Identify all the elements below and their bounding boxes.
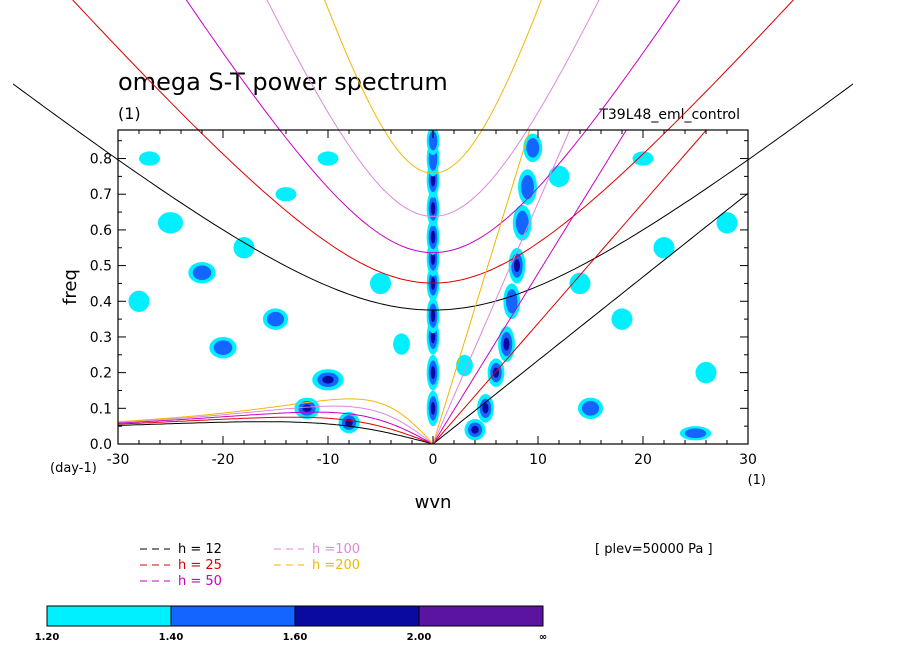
rossby-curve xyxy=(118,398,434,444)
kelvin-curve xyxy=(432,130,627,444)
y-tick-label: 0.5 xyxy=(90,259,112,275)
subtitle-right: T39L48_eml_control xyxy=(598,107,740,123)
chart-title: omega S-T power spectrum xyxy=(118,68,448,96)
kelvin-curve xyxy=(432,130,708,444)
colorbar-segment xyxy=(46,605,172,627)
ig-curve xyxy=(266,0,600,217)
contour-fill-layer xyxy=(128,130,738,441)
colorbar-label: 1.40 xyxy=(159,632,184,643)
subtitle-left: (1) xyxy=(118,104,141,123)
contour-patch xyxy=(569,272,591,295)
contour-patch xyxy=(317,151,339,166)
x-axis-unit: (1) xyxy=(748,473,766,488)
colorbar-segment xyxy=(418,605,544,627)
contour-patch xyxy=(503,337,510,351)
kelvin-curve xyxy=(432,130,571,444)
x-axis-label: wvn xyxy=(415,492,452,513)
contour-patch xyxy=(684,428,707,439)
kelvin-curve xyxy=(432,192,748,444)
x-tick-label: -10 xyxy=(317,452,340,468)
x-tick-label: -30 xyxy=(107,452,130,468)
y-tick-label: 0.1 xyxy=(90,401,112,417)
contour-patch xyxy=(430,202,436,215)
rossby-curve xyxy=(118,416,434,444)
contour-patch xyxy=(430,252,436,265)
colorbar-label: 1.20 xyxy=(35,632,60,643)
legend-label: h =100 xyxy=(312,542,360,557)
rossby-curve xyxy=(118,411,434,444)
colorbar-segment xyxy=(294,605,420,627)
y-axis-ticks: 0.0 0.1 0.2 0.3 0.4 0.5 0.6 0.7 0.8 xyxy=(90,140,748,453)
contour-patch xyxy=(482,403,489,414)
contour-patch xyxy=(695,361,717,384)
contour-patch xyxy=(370,272,391,295)
contour-colorbar: 1.20 1.40 1.60 2.00 ∞ xyxy=(35,605,547,643)
kelvin-curve xyxy=(432,130,531,444)
contour-patch xyxy=(515,210,529,235)
y-axis-unit: (day-1) xyxy=(50,461,97,476)
y-tick-label: 0.3 xyxy=(90,330,112,346)
y-tick-label: 0.8 xyxy=(90,152,112,168)
contour-patch xyxy=(302,404,312,413)
ig-curve xyxy=(185,0,681,254)
y-tick-label: 0.2 xyxy=(90,366,112,382)
y-tick-label: 0.6 xyxy=(90,223,112,239)
contour-patch xyxy=(526,138,540,158)
contour-patch xyxy=(653,237,675,259)
contour-patch xyxy=(548,165,570,188)
rossby-curve xyxy=(118,405,434,444)
colorbar-label: 1.60 xyxy=(283,632,308,643)
contour-patch xyxy=(632,151,654,166)
colorbar-segment xyxy=(170,605,296,627)
contour-patch xyxy=(716,212,738,234)
contour-patch xyxy=(393,333,410,355)
x-axis-ticks: -30 -20 -10 0 10 20 30 xyxy=(107,130,757,468)
contour-patch xyxy=(430,230,436,244)
colorbar-label: ∞ xyxy=(539,632,547,643)
x-tick-label: -20 xyxy=(212,452,235,468)
contour-patch xyxy=(266,311,285,327)
contour-patch xyxy=(456,354,473,377)
legend-label: h = 12 xyxy=(178,542,222,557)
legend-label: h =200 xyxy=(312,558,360,573)
colorbar-label: 2.00 xyxy=(407,632,432,643)
contour-patch xyxy=(139,151,160,166)
y-tick-label: 0.4 xyxy=(90,294,112,310)
y-tick-label: 0.7 xyxy=(90,187,112,203)
contour-patch xyxy=(581,401,600,416)
contour-patch xyxy=(430,309,436,322)
contour-patch xyxy=(428,130,438,151)
x-tick-label: 20 xyxy=(634,452,652,468)
rossby-curve xyxy=(118,421,434,444)
contour-patch xyxy=(233,237,255,259)
x-tick-label: 0 xyxy=(429,452,438,468)
contour-patch xyxy=(275,187,297,202)
ig-curve xyxy=(324,0,542,174)
dispersion-curves-layer xyxy=(12,0,854,444)
ig-curve xyxy=(72,0,795,284)
y-axis-label: freq xyxy=(60,269,81,305)
ig-curve xyxy=(12,83,854,311)
contour-patch xyxy=(430,173,436,187)
contour-patch xyxy=(430,366,436,380)
contour-patch xyxy=(471,425,479,434)
y-tick-label: 0.0 xyxy=(90,437,112,453)
contour-patch xyxy=(192,265,212,281)
contour-patch xyxy=(611,308,633,330)
contour-patch xyxy=(157,212,184,234)
contour-patch xyxy=(213,340,233,355)
contour-patch xyxy=(322,375,334,384)
contour-patch xyxy=(430,330,436,344)
x-tick-label: 10 xyxy=(529,452,547,468)
contour-patch xyxy=(521,174,534,200)
level-note: [ plev=50000 Pa ] xyxy=(595,542,713,557)
contour-patch xyxy=(513,259,521,273)
contour-patch xyxy=(128,290,150,312)
legend-label: h = 50 xyxy=(178,574,222,589)
x-tick-label: 30 xyxy=(739,452,757,468)
legend-label: h = 25 xyxy=(178,558,222,573)
contour-patch xyxy=(430,401,436,415)
